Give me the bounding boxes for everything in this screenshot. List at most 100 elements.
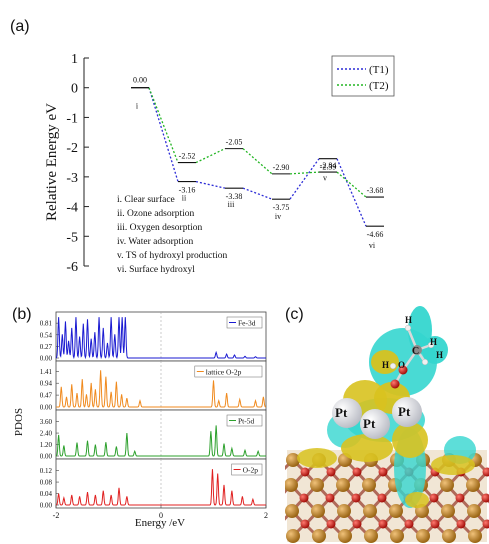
energy-value-labels: 0.00 -3.16 -3.38 -3.75 -2.39 -4.66 -2.52 -2.05 -… <box>133 76 383 250</box>
charge-density-image: H H H C H O Pt Pt Pt <box>285 306 489 543</box>
o-atom <box>352 519 362 529</box>
legend-entry: Fe-3d <box>238 318 256 327</box>
pdos-chart: 0.81 0.54 0.27 0.00 Fe-3d 1.41 0.94 0.47 0.00 lat… <box>13 311 268 529</box>
fe-atom <box>416 529 430 543</box>
o-atom <box>299 493 309 503</box>
fe-atom <box>389 504 403 518</box>
value-label-T2: -2.05 <box>226 138 243 147</box>
y-tick-label: -4 <box>66 201 78 216</box>
atom-label: H <box>382 360 389 370</box>
o-atom <box>482 467 489 477</box>
fe-atom <box>466 478 480 492</box>
fe-atom <box>362 478 376 492</box>
y-tick-label: 2.40 <box>40 430 53 438</box>
y-tick-label: -2 <box>66 141 78 156</box>
fe-atom <box>363 504 377 518</box>
fe-atom <box>285 504 299 518</box>
y-tick-label: 0.12 <box>40 467 53 475</box>
value-label-T2: -2.90 <box>273 163 290 172</box>
y-tick-label: 3.60 <box>40 418 53 426</box>
h-atom <box>404 324 412 332</box>
y-tick-label: 0.00 <box>40 355 53 363</box>
legend-box <box>231 463 263 476</box>
value-label-T1: -4.66 <box>367 230 384 239</box>
state-label: iii <box>228 200 235 209</box>
legend-box <box>194 365 263 378</box>
y-tick-label: 1.41 <box>40 368 53 376</box>
fe-atom <box>442 529 456 543</box>
y-tick-label: 0.00 <box>40 404 53 412</box>
x-tick-label: -2 <box>53 511 60 520</box>
y-tick-label: 0.94 <box>40 380 53 388</box>
y-tick-label: 0.08 <box>40 479 53 487</box>
o-atom <box>430 519 440 529</box>
fe-atom <box>285 478 298 492</box>
value-label-T1: -3.38 <box>226 192 243 201</box>
energy-levels <box>131 87 384 227</box>
state-descriptions: i. Clear surface ii. Ozone adsorption iii.… <box>117 194 228 275</box>
y-tick-label: 0.04 <box>40 490 53 498</box>
panel-label-c: (c) <box>285 306 304 323</box>
state-description: iii. Oxygen desorption <box>117 223 202 233</box>
y-tick-label: 0.54 <box>40 331 53 339</box>
o-atom <box>378 519 388 529</box>
fe-atom <box>286 529 300 543</box>
h-atom <box>421 358 429 366</box>
value-label-T1: 0.00 <box>133 76 147 85</box>
state-description: v. TS of hydroxyl production <box>117 250 228 261</box>
legend-box <box>226 316 263 329</box>
atom-label: Pt <box>398 404 411 419</box>
pdos-subplot-o-2p: 0.12 0.08 0.04 0.00 O-2p <box>40 458 267 510</box>
value-label-T2: -3.68 <box>367 186 384 195</box>
energy-y-axis-label: Relative Energy eV <box>44 103 60 221</box>
atom-label: H <box>430 337 437 347</box>
panel-label-a: (a) <box>10 18 30 35</box>
pdos-curve <box>55 317 266 360</box>
energy-legend: (T1) (T2) <box>331 55 395 97</box>
pdos-y-axis-label: PDOS <box>13 408 25 436</box>
state-label: ii <box>182 194 187 203</box>
atom-label: Pt <box>363 416 376 431</box>
value-label-T1: -3.16 <box>179 186 196 195</box>
value-label-T1: -2.39 <box>320 163 337 172</box>
value-label-T2: -2.52 <box>179 152 196 161</box>
pt-atom <box>332 398 362 428</box>
legend-box <box>226 414 263 427</box>
energy-axis: 1 0 -1 -2 -3 -4 -5 -6 <box>66 52 89 275</box>
o-atom <box>456 519 466 529</box>
y-tick-label: 0 <box>71 82 78 97</box>
h-atom <box>427 341 435 349</box>
panel-label-b: (b) <box>12 306 32 323</box>
pdos-curve <box>56 370 267 408</box>
o-atom <box>482 519 489 529</box>
state-description: i. Clear surface <box>117 194 175 205</box>
pdos-x-axis-label: Energy /eV <box>135 517 185 529</box>
fe-atom <box>336 478 350 492</box>
y-tick-label: 0.27 <box>40 343 53 351</box>
state-label: vi <box>369 241 376 250</box>
o-atom <box>398 365 408 375</box>
o-atom <box>378 467 388 477</box>
pt-atom <box>360 409 390 439</box>
fe-atom <box>467 504 481 518</box>
fe-atom <box>440 478 454 492</box>
y-tick-label: 0.00 <box>40 502 53 510</box>
y-tick-label: 1.20 <box>40 441 53 449</box>
o-atom <box>404 519 414 529</box>
o-atom <box>326 519 336 529</box>
o-atom <box>377 493 387 503</box>
state-description: vi. Surface hydroxyl <box>117 264 195 275</box>
atom-label: H <box>436 350 443 360</box>
y-tick-label: -1 <box>66 111 78 126</box>
y-tick-label: -5 <box>66 230 78 245</box>
o-atom <box>429 493 439 503</box>
state-label: iv <box>275 212 281 221</box>
state-label: i <box>136 102 139 111</box>
fe-atom <box>390 529 404 543</box>
atom-label: Pt <box>335 405 348 420</box>
o-atom <box>300 519 310 529</box>
fe-atom <box>312 529 326 543</box>
pdos-subplot-pt-5d: 3.60 2.40 1.20 0.00 Pt-5d <box>40 409 267 461</box>
y-tick-label: 0.81 <box>40 320 53 328</box>
y-tick-label: -6 <box>66 260 78 275</box>
